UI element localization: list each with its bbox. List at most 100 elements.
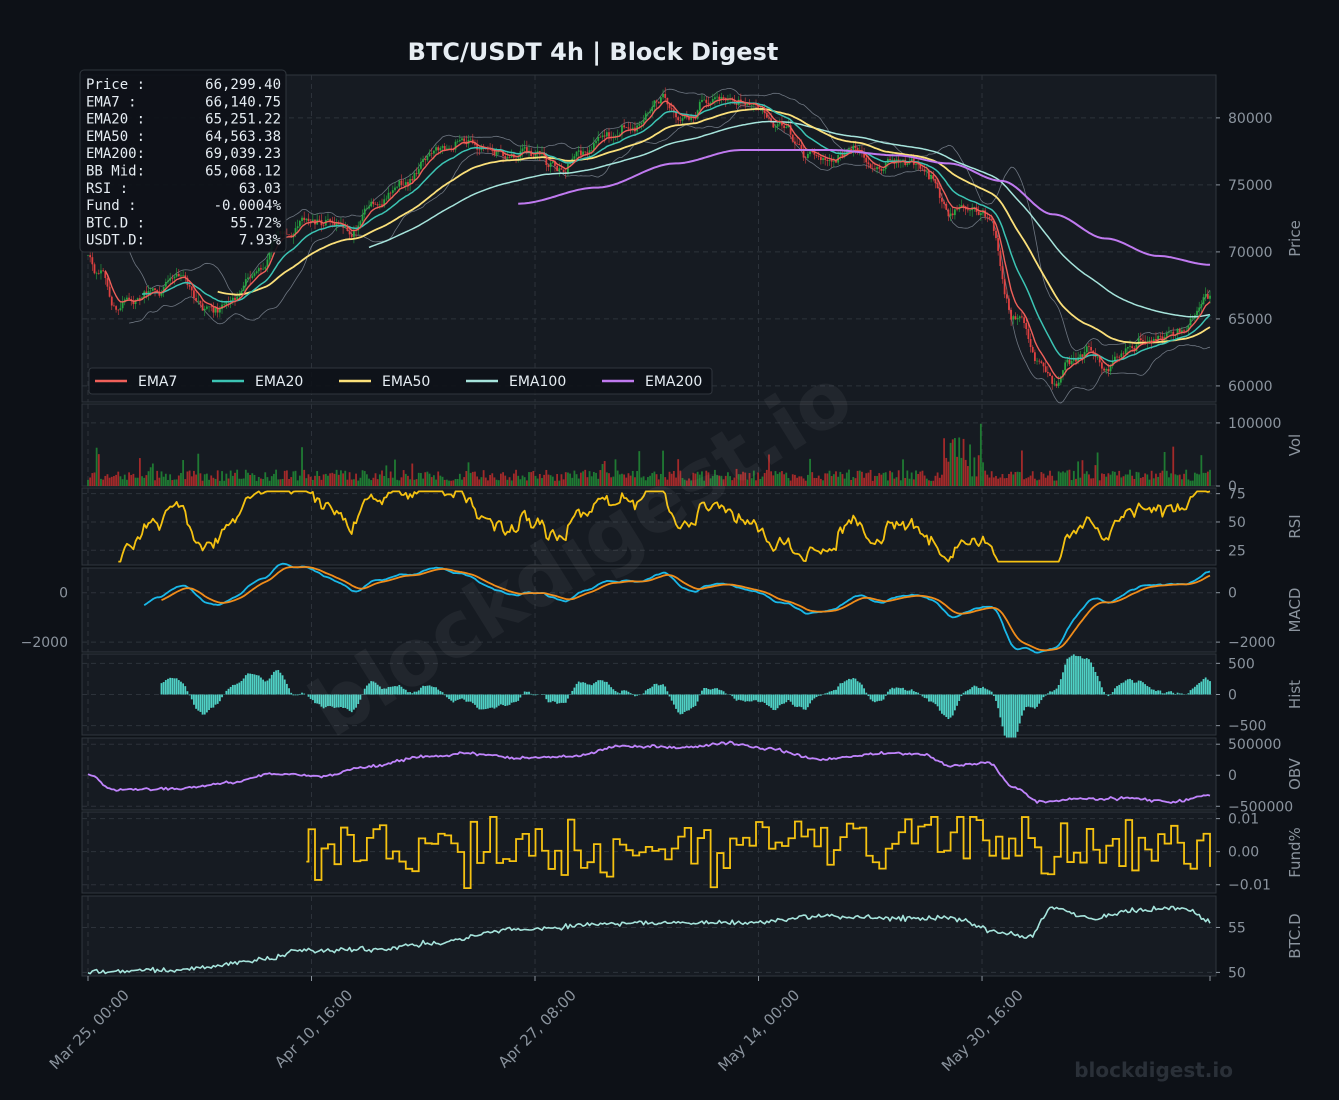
volume-bar: [301, 447, 303, 486]
volume-bar: [390, 472, 392, 486]
hist-bar: [638, 695, 640, 696]
volume-bar: [1008, 474, 1010, 486]
candle-body: [109, 287, 111, 297]
hist-bar: [258, 676, 260, 695]
hist-bar: [219, 695, 221, 702]
candle-body: [359, 221, 361, 225]
volume-bar: [582, 471, 584, 486]
price-ylabel: Price: [1286, 220, 1304, 257]
hist-bar: [1036, 695, 1038, 707]
candle-body: [556, 166, 558, 171]
volume-bar: [446, 480, 448, 486]
volume-bar: [256, 481, 258, 486]
info-value: -0.0004%: [214, 198, 282, 214]
hist-bar: [602, 680, 604, 694]
hist-bar: [647, 689, 649, 695]
hist-bar: [615, 691, 617, 694]
price-tick-label: 60000: [1228, 379, 1273, 395]
volume-bar: [599, 470, 601, 486]
volume-bar: [230, 471, 232, 486]
candle-body: [524, 147, 526, 148]
volume-bar: [1118, 471, 1120, 486]
candle-body: [1038, 361, 1040, 362]
volume-bar: [1023, 479, 1025, 486]
candle-body: [407, 182, 409, 185]
hist-bar: [868, 695, 870, 697]
volume-bar: [221, 471, 223, 486]
volume-bar: [145, 475, 147, 486]
obv-tick-label: 0: [1228, 768, 1237, 784]
volume-bar: [1051, 476, 1053, 486]
hist-bar: [632, 694, 634, 695]
volume-bar: [498, 480, 500, 486]
hist-bar: [1192, 688, 1194, 694]
volume-bar: [1196, 474, 1198, 486]
volume-bar: [418, 473, 420, 486]
hist-bar: [284, 680, 286, 695]
candle-body: [597, 137, 599, 141]
volume-bar: [359, 478, 361, 486]
volume-bar: [545, 470, 547, 486]
volume-bar: [591, 476, 593, 486]
candle-body: [777, 124, 779, 127]
volume-bar: [1209, 470, 1211, 486]
hist-bar: [200, 695, 202, 712]
volume-bar: [837, 477, 839, 486]
hist-bar: [606, 682, 608, 695]
hist-bar: [909, 690, 911, 694]
volume-bar: [427, 472, 429, 486]
candle-body: [1053, 384, 1055, 385]
candle-body: [416, 173, 418, 174]
candle-body: [682, 118, 684, 121]
volume-bar: [104, 476, 106, 486]
volume-bar: [455, 479, 457, 486]
candle-body: [954, 209, 956, 215]
candle-body: [379, 204, 381, 205]
candle-body: [1203, 297, 1205, 304]
volume-bar: [855, 478, 857, 486]
volume-bar: [184, 479, 186, 486]
candle-body: [1047, 372, 1049, 373]
info-label: BB Mid:: [86, 164, 145, 180]
hist-bar: [978, 688, 980, 695]
volume-bar: [249, 475, 251, 486]
volume-bar: [1144, 473, 1146, 486]
hist-bar: [801, 695, 803, 708]
volume-bar: [228, 478, 230, 486]
candle-body: [924, 169, 926, 171]
hist-bar: [1200, 682, 1202, 695]
candle-body: [550, 163, 552, 167]
hist-bar: [550, 695, 552, 703]
hist-bar: [1118, 685, 1120, 695]
hist-bar: [465, 695, 467, 702]
candle-body: [305, 219, 307, 220]
hist-bar: [796, 695, 798, 708]
hist-bar: [740, 695, 742, 701]
candle-body: [878, 167, 880, 169]
candle-body: [366, 208, 368, 209]
volume-bar: [818, 476, 820, 486]
hist-bar: [1062, 672, 1064, 694]
hist-bar: [751, 695, 753, 702]
volume-bar: [271, 476, 273, 486]
hist-bar: [766, 695, 768, 706]
volume-bar: [474, 472, 476, 486]
volume-bar: [1162, 471, 1164, 486]
hist-bar: [1034, 695, 1036, 709]
volume-bar: [1075, 479, 1077, 486]
hist-bar: [762, 695, 764, 702]
volume-bar: [909, 479, 911, 486]
candle-body: [654, 101, 656, 107]
hist-bar: [1095, 672, 1097, 695]
volume-bar: [416, 479, 418, 486]
volume-bar: [1092, 478, 1094, 486]
volume-bar: [338, 475, 340, 486]
hist-bar: [1140, 681, 1142, 695]
hist-bar: [1040, 695, 1042, 701]
candle-body: [561, 168, 563, 169]
candle-body: [156, 290, 158, 291]
hist-bar: [1084, 659, 1086, 695]
volume-bar: [206, 474, 208, 486]
volume-bar: [513, 474, 515, 486]
